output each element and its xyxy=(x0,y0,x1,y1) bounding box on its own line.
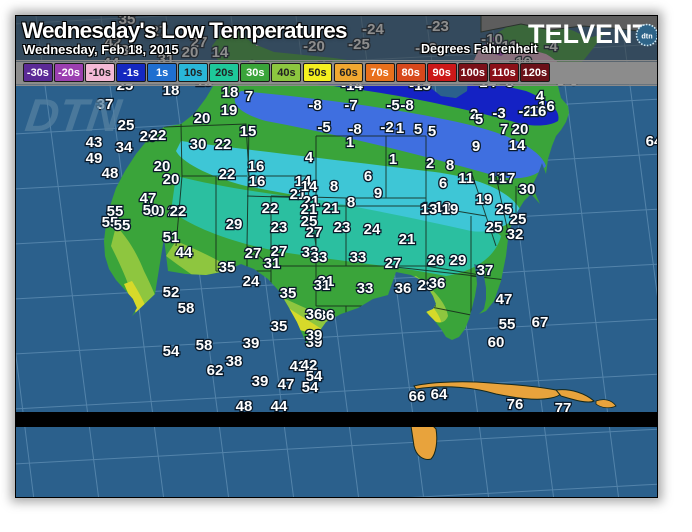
svg-text:21: 21 xyxy=(323,200,340,217)
svg-text:36: 36 xyxy=(306,306,323,323)
svg-text:36: 36 xyxy=(429,275,446,292)
svg-text:23: 23 xyxy=(334,219,351,236)
svg-text:39: 39 xyxy=(243,335,260,352)
svg-text:16: 16 xyxy=(249,173,266,190)
svg-text:62: 62 xyxy=(207,362,224,379)
svg-text:32: 32 xyxy=(507,226,524,243)
svg-text:-2: -2 xyxy=(380,119,393,136)
svg-text:66: 66 xyxy=(409,388,426,405)
svg-text:-7: -7 xyxy=(344,97,357,114)
svg-text:31: 31 xyxy=(314,277,331,294)
svg-text:7: 7 xyxy=(245,88,253,105)
svg-text:13: 13 xyxy=(421,201,438,218)
svg-text:52: 52 xyxy=(163,284,180,301)
svg-text:9: 9 xyxy=(374,185,382,202)
svg-text:19: 19 xyxy=(221,102,238,119)
svg-text:22: 22 xyxy=(170,203,187,220)
svg-text:48: 48 xyxy=(102,165,119,182)
svg-text:58: 58 xyxy=(178,300,195,317)
svg-text:-5: -5 xyxy=(386,97,399,114)
svg-text:22: 22 xyxy=(262,200,279,217)
svg-text:33: 33 xyxy=(357,280,374,297)
svg-text:25: 25 xyxy=(301,213,318,230)
svg-text:64: 64 xyxy=(431,386,448,403)
svg-text:21: 21 xyxy=(399,231,416,248)
svg-text:22: 22 xyxy=(150,127,167,144)
svg-text:29: 29 xyxy=(450,252,467,269)
svg-text:5: 5 xyxy=(428,123,436,140)
svg-text:dtn: dtn xyxy=(641,32,652,41)
svg-text:1: 1 xyxy=(389,151,397,168)
svg-text:24: 24 xyxy=(243,273,260,290)
svg-text:35: 35 xyxy=(280,285,297,302)
svg-text:22: 22 xyxy=(219,166,236,183)
svg-text:54: 54 xyxy=(163,343,180,360)
svg-text:20: 20 xyxy=(194,110,211,127)
svg-text:9: 9 xyxy=(472,138,480,155)
svg-text:5: 5 xyxy=(475,111,483,128)
svg-text:-3: -3 xyxy=(492,105,505,122)
svg-text:1: 1 xyxy=(396,120,404,137)
svg-text:-5: -5 xyxy=(317,119,330,136)
svg-text:55: 55 xyxy=(499,316,516,333)
svg-text:8: 8 xyxy=(347,194,355,211)
svg-text:-8: -8 xyxy=(400,97,413,114)
svg-text:47: 47 xyxy=(496,291,513,308)
svg-text:4: 4 xyxy=(305,149,314,166)
svg-text:67: 67 xyxy=(532,314,549,331)
svg-text:44: 44 xyxy=(176,244,193,261)
svg-text:25: 25 xyxy=(486,219,503,236)
svg-text:-8: -8 xyxy=(308,97,321,114)
svg-text:30: 30 xyxy=(519,181,536,198)
svg-text:47: 47 xyxy=(278,376,295,393)
svg-text:2: 2 xyxy=(426,155,434,172)
svg-text:6: 6 xyxy=(364,168,372,185)
svg-text:20: 20 xyxy=(512,121,529,138)
svg-text:19: 19 xyxy=(442,201,459,218)
svg-text:33: 33 xyxy=(350,249,367,266)
svg-text:15: 15 xyxy=(240,123,257,140)
svg-text:55: 55 xyxy=(114,217,131,234)
svg-text:33: 33 xyxy=(311,249,328,266)
svg-text:26: 26 xyxy=(428,252,445,269)
svg-text:64: 64 xyxy=(646,133,658,150)
svg-text:7: 7 xyxy=(500,121,508,138)
svg-text:24: 24 xyxy=(364,221,381,238)
svg-text:54: 54 xyxy=(306,368,323,385)
svg-text:8: 8 xyxy=(446,157,454,174)
svg-text:58: 58 xyxy=(196,337,213,354)
svg-text:22: 22 xyxy=(215,136,232,153)
svg-text:50: 50 xyxy=(143,202,160,219)
svg-text:18: 18 xyxy=(222,84,239,101)
svg-text:19: 19 xyxy=(476,191,493,208)
svg-text:27: 27 xyxy=(245,245,262,262)
svg-text:16: 16 xyxy=(530,103,547,120)
svg-text:27: 27 xyxy=(385,255,402,272)
svg-text:1: 1 xyxy=(346,134,354,151)
svg-text:37: 37 xyxy=(477,262,494,279)
svg-text:60: 60 xyxy=(488,334,505,351)
svg-text:39: 39 xyxy=(252,373,269,390)
svg-text:31: 31 xyxy=(264,255,281,272)
svg-text:39: 39 xyxy=(306,327,323,344)
svg-text:36: 36 xyxy=(395,280,412,297)
svg-text:6: 6 xyxy=(439,175,447,192)
svg-text:30: 30 xyxy=(190,136,207,153)
svg-text:34: 34 xyxy=(116,139,133,156)
svg-text:35: 35 xyxy=(219,259,236,276)
svg-text:38: 38 xyxy=(226,353,243,370)
svg-text:35: 35 xyxy=(271,318,288,335)
svg-text:49: 49 xyxy=(86,150,103,167)
svg-text:76: 76 xyxy=(507,396,524,413)
svg-text:20: 20 xyxy=(163,171,180,188)
svg-text:14: 14 xyxy=(509,137,526,154)
svg-text:23: 23 xyxy=(271,219,288,236)
svg-text:5: 5 xyxy=(414,121,422,138)
svg-text:11: 11 xyxy=(458,170,474,187)
svg-text:29: 29 xyxy=(226,216,243,233)
svg-text:17: 17 xyxy=(499,170,516,187)
svg-text:8: 8 xyxy=(330,178,338,195)
